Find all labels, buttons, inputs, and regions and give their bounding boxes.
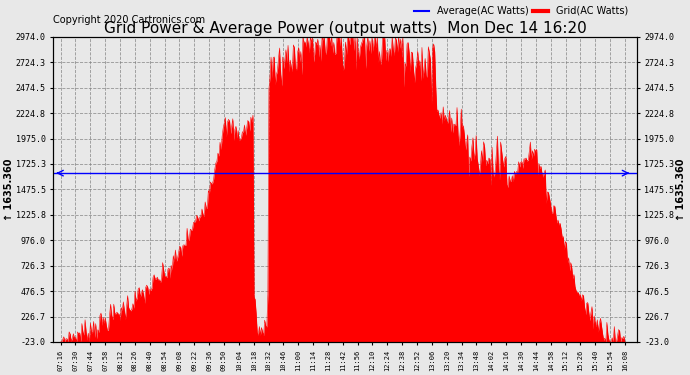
Text: Copyright 2020 Cartronics.com: Copyright 2020 Cartronics.com bbox=[53, 15, 206, 25]
Legend: Average(AC Watts), Grid(AC Watts): Average(AC Watts), Grid(AC Watts) bbox=[411, 2, 632, 20]
Y-axis label: ↑ 1635.360: ↑ 1635.360 bbox=[676, 158, 686, 220]
Title: Grid Power & Average Power (output watts)  Mon Dec 14 16:20: Grid Power & Average Power (output watts… bbox=[104, 21, 586, 36]
Y-axis label: ↑ 1635.360: ↑ 1635.360 bbox=[4, 158, 14, 220]
